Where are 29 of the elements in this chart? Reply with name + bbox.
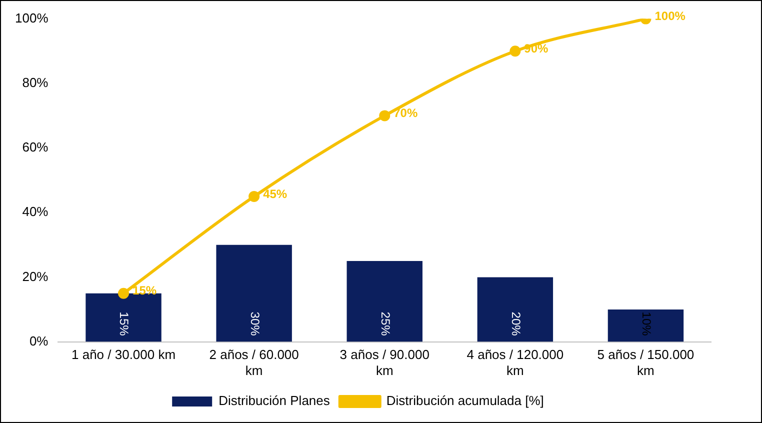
data-label: 10% — [639, 312, 654, 336]
data-label: 15% — [117, 312, 132, 336]
y-tick-label: 80% — [22, 74, 49, 90]
bar — [216, 244, 292, 342]
data-label: 20% — [508, 312, 523, 336]
y-tick-label: 0% — [29, 333, 49, 348]
x-tick-label: 3 años / 90.000 km — [340, 347, 430, 378]
bar — [608, 310, 684, 342]
point — [379, 110, 390, 122]
bar — [477, 277, 554, 342]
bar — [346, 261, 422, 342]
x-tick-label: 4 años / 120.000 km — [466, 347, 564, 378]
data-label: 30% — [248, 312, 262, 336]
x-tick-label: 5 años / 150.000 km — [597, 347, 694, 378]
point — [248, 190, 260, 202]
bar — [86, 293, 162, 342]
y-tick-label: 60% — [22, 140, 49, 155]
x-tick-label: 1 año / 30.000 km — [71, 347, 176, 362]
data-label: 45% — [263, 186, 288, 201]
legend-label: Distribución Planes — [218, 393, 330, 408]
y-tick-label: 40% — [22, 204, 49, 220]
legend-label: Distribución acumulada [%] — [386, 393, 544, 408]
data-label: 25% — [378, 312, 392, 336]
x-tick-label: 2 años / 60.000 km — [209, 347, 299, 378]
point — [510, 46, 521, 57]
point — [118, 288, 130, 299]
y-tick-label: 100% — [15, 10, 49, 26]
data-label: 100% — [654, 9, 686, 24]
y-tick-label: 20% — [22, 268, 49, 284]
